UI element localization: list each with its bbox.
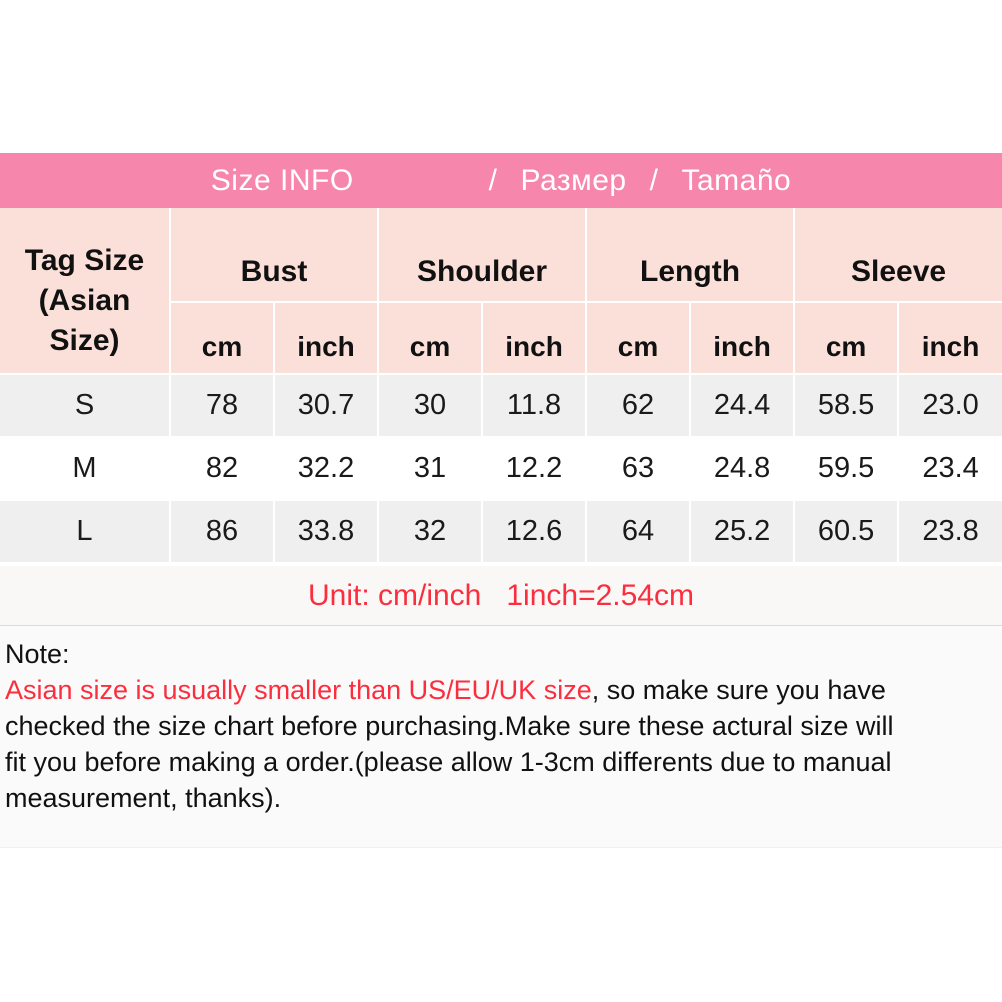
unit-header-inch: inch [481, 301, 588, 375]
value-cell: 82 [169, 436, 275, 501]
size-label: L [0, 499, 171, 564]
table-row-size-s: S 78 30.7 30 11.8 62 24.4 58.5 23.0 [0, 373, 1002, 438]
size-table: Tag Size (Asian Size) Bust Shoulder Leng… [0, 208, 1002, 564]
value-cell: 32.2 [272, 436, 380, 501]
unit-header-inch: inch [272, 301, 380, 375]
value-cell: 23.0 [897, 373, 1002, 438]
size-label: M [0, 436, 171, 501]
group-header-sleeve: Sleeve [793, 208, 1002, 303]
value-cell: 30 [377, 373, 484, 438]
value-cell: 11.8 [481, 373, 588, 438]
note-section: Note: Asian size is usually smaller than… [0, 626, 1002, 848]
size-label: S [0, 373, 171, 438]
size-chart-content: Size INFO / Размер / Tamaño Tag Size (As… [0, 153, 1002, 848]
value-cell: 60.5 [793, 499, 900, 564]
title-bar: Size INFO / Размер / Tamaño [0, 153, 1002, 208]
value-cell: 86 [169, 499, 275, 564]
title-separator: / [649, 163, 659, 197]
value-cell: 24.4 [689, 373, 796, 438]
unit-header-cm: cm [170, 301, 275, 375]
value-cell: 63 [585, 436, 692, 501]
value-cell: 23.4 [897, 436, 1002, 501]
value-cell: 78 [169, 373, 275, 438]
value-cell: 62 [585, 373, 692, 438]
unit-conversion-line: Unit: cm/inch 1inch=2.54cm [0, 564, 1002, 626]
unit-header-cm: cm [377, 301, 484, 375]
table-row-size-m: M 82 32.2 31 12.2 63 24.8 59.5 23.4 [0, 436, 1002, 501]
table-row-size-l: L 86 33.8 32 12.6 64 25.2 60.5 23.8 [0, 499, 1002, 564]
unit-header-cm: cm [585, 301, 692, 375]
note-body-text: , so make sure you have checked the size… [5, 675, 894, 813]
group-header-shoulder: Shoulder [377, 208, 588, 303]
value-cell: 33.8 [272, 499, 380, 564]
value-cell: 31 [377, 436, 484, 501]
value-cell: 24.8 [689, 436, 796, 501]
value-cell: 30.7 [272, 373, 380, 438]
unit-header-inch: inch [689, 301, 796, 375]
value-cell: 59.5 [793, 436, 900, 501]
unit-header-cm: cm [793, 301, 900, 375]
value-cell: 32 [377, 499, 484, 564]
group-header-length: Length [585, 208, 796, 303]
title-tamano: Tamaño [681, 163, 792, 197]
value-cell: 58.5 [793, 373, 900, 438]
unit-header-inch: inch [897, 301, 1002, 375]
title-size-info: Size INFO [210, 163, 354, 197]
note-highlighted-text: Asian size is usually smaller than US/EU… [5, 675, 592, 705]
title-separator: / [488, 163, 498, 197]
value-cell: 25.2 [689, 499, 796, 564]
note-label: Note: [5, 639, 70, 669]
group-header-bust: Bust [168, 208, 380, 303]
value-cell: 64 [585, 499, 692, 564]
value-cell: 23.8 [897, 499, 1002, 564]
title-razmer: Размер [520, 163, 627, 197]
value-cell: 12.6 [481, 499, 588, 564]
value-cell: 12.2 [481, 436, 588, 501]
corner-header-tag-size: Tag Size (Asian Size) [0, 208, 171, 375]
